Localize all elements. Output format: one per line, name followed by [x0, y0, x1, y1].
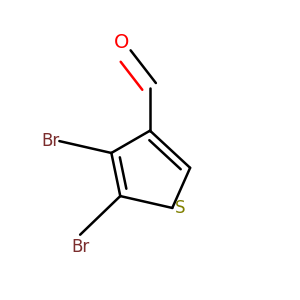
Text: Br: Br [41, 132, 59, 150]
Text: O: O [114, 33, 130, 52]
Text: Br: Br [71, 238, 89, 256]
Text: S: S [175, 199, 186, 217]
